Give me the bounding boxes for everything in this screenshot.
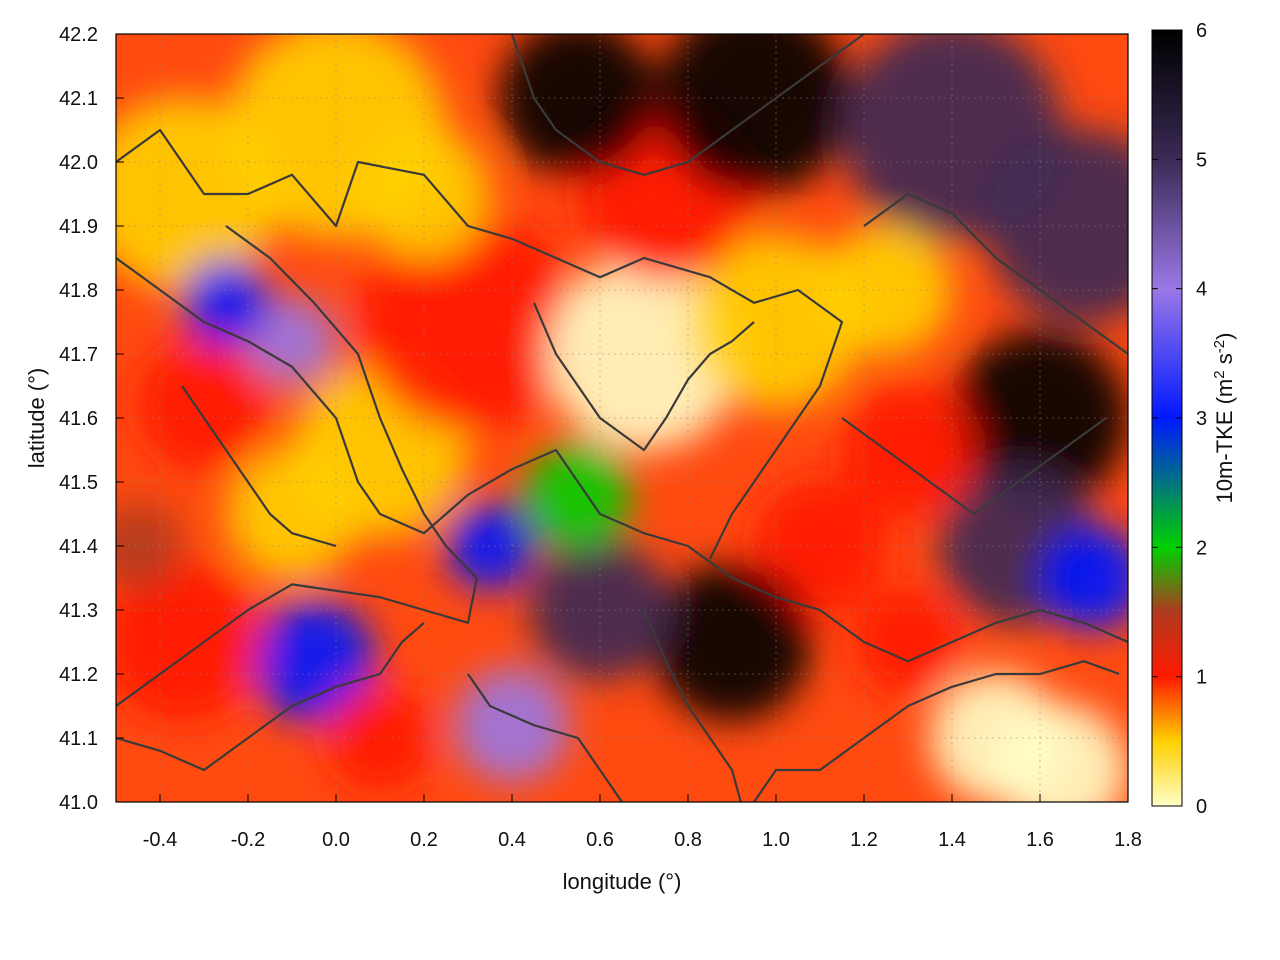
colorbar-tick-label-1: 1 — [1196, 667, 1207, 689]
y-tick-label-5: 41.5 — [59, 472, 98, 494]
field-region-32 — [116, 502, 182, 590]
contour-line-3 — [116, 257, 1128, 663]
x-tick-label-7: 1.0 — [762, 829, 790, 851]
contour-line-1 — [116, 225, 478, 707]
contour-line-5 — [116, 621, 425, 772]
tke-field — [116, 34, 1128, 802]
x-tick-label-3: 0.2 — [410, 829, 438, 851]
field-region-18 — [652, 562, 812, 722]
terrain-contours — [116, 34, 1128, 802]
grid-lines — [116, 34, 1128, 802]
x-tick-label-11: 1.8 — [1114, 829, 1142, 851]
y-tick-label-9: 41.9 — [59, 216, 98, 238]
x-tick-label-0: -0.4 — [143, 829, 177, 851]
x-tick-label-2: 0.0 — [322, 829, 350, 851]
field-region-3 — [226, 448, 358, 580]
field-region-29 — [996, 704, 1128, 802]
field-region-15 — [1040, 525, 1128, 631]
x-tick-label-6: 0.8 — [674, 829, 702, 851]
contour-line-4 — [753, 660, 1120, 802]
field-region-23 — [116, 562, 262, 722]
field-region-8 — [498, 34, 658, 178]
y-tick-label-11: 42.1 — [59, 88, 98, 110]
y-tick-label-10: 42.0 — [59, 152, 98, 174]
plot-area — [115, 33, 1129, 803]
y-tick-label-8: 41.8 — [59, 280, 98, 302]
y-axis-ticks: 41.0 41.1 41.2 41.3 41.4 41.5 41.6 41.7 41.8 41.9… — [59, 24, 124, 814]
contour-line-0 — [116, 128, 844, 560]
field-region-25 — [248, 297, 336, 386]
field-region-31 — [358, 128, 490, 260]
y-axis-label: latitude (°) — [24, 368, 49, 469]
x-tick-label-1: -0.2 — [231, 829, 265, 851]
x-tick-label-10: 1.6 — [1026, 829, 1054, 851]
contour-line-9 — [841, 417, 1107, 516]
y-tick-label-4: 41.4 — [59, 536, 98, 558]
field-region-11 — [987, 129, 1128, 323]
y-tick-label-0: 41.0 — [59, 792, 98, 814]
field-region-27 — [525, 442, 631, 548]
field-region-4 — [358, 212, 578, 432]
colorbar-tick-label-5: 5 — [1196, 149, 1207, 171]
x-tick-label-9: 1.4 — [938, 829, 966, 851]
colorbar-tick-label-4: 4 — [1196, 279, 1207, 301]
y-tick-label-2: 41.2 — [59, 664, 98, 686]
contour-line-8 — [863, 192, 1128, 355]
y-tick-label-12: 42.2 — [59, 24, 98, 46]
x-tick-label-5: 0.6 — [586, 829, 614, 851]
y-tick-label-6: 41.6 — [59, 408, 98, 430]
field-region-26 — [182, 258, 270, 347]
colorbar-tick-label-0: 0 — [1196, 796, 1207, 818]
colorbar-label: 10m-TKE (m2 s-2) — [1211, 333, 1238, 504]
x-tick-label-8: 1.2 — [850, 829, 878, 851]
y-tick-label-1: 41.1 — [59, 728, 98, 750]
colorbar-tick-label-6: 6 — [1196, 20, 1207, 42]
field-region-24 — [138, 339, 270, 472]
contour-line-11 — [181, 385, 337, 548]
contour-line-10 — [510, 34, 865, 176]
field-region-16 — [842, 384, 974, 516]
colorbar-ticks: 0 1 2 3 4 5 6 — [1152, 20, 1207, 818]
x-axis-ticks: -0.4 -0.2 0.0 0.2 0.4 0.6 0.8 1.0 1.2 1.4 1.6 1.8 — [143, 794, 1142, 851]
x-tick-label-4: 0.4 — [498, 829, 526, 851]
y-tick-label-3: 41.3 — [59, 600, 98, 622]
contour-line-6 — [467, 673, 623, 802]
colorbar-tick-label-3: 3 — [1196, 408, 1207, 430]
field-region-22 — [252, 599, 376, 723]
colorbar-tick-label-2: 2 — [1196, 537, 1207, 559]
colorbar: 0 1 2 3 4 5 6 10m-TKE (m2 s-2) — [1151, 20, 1238, 818]
field-region-30 — [855, 589, 961, 695]
y-tick-label-7: 41.7 — [59, 344, 98, 366]
x-axis-label: longitude (°) — [563, 869, 682, 894]
contour-line-2 — [532, 302, 755, 452]
contour-line-7 — [642, 609, 742, 802]
